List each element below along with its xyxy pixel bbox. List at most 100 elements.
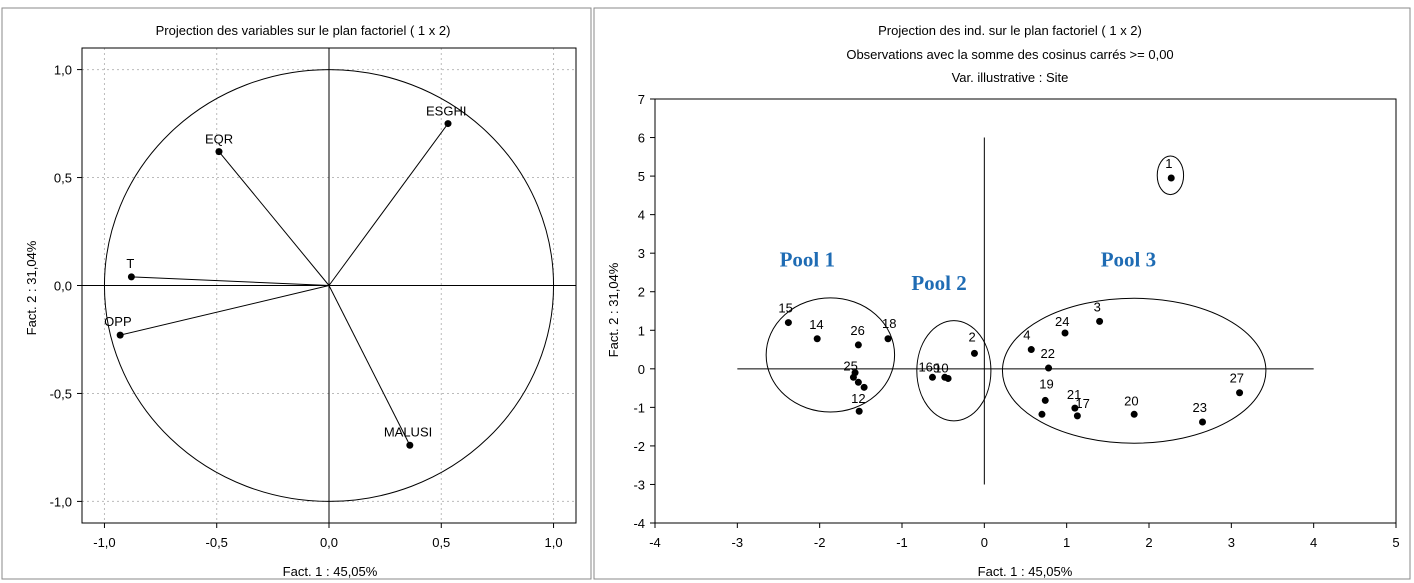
individuals-y-tick-label: -2 <box>633 439 645 454</box>
variables-x-tick-label: -1,0 <box>93 535 115 550</box>
variable-point <box>215 148 223 156</box>
individual-point <box>1096 317 1104 325</box>
variables-chart-title: Projection des variables sur le plan fac… <box>156 23 451 38</box>
individual-label: 18 <box>882 316 896 331</box>
variables-x-tick-label: -0,5 <box>206 535 228 550</box>
individuals-panel-frame <box>593 7 1411 580</box>
individuals-y-tick-label: 3 <box>638 246 645 261</box>
individual-label: 16 <box>918 359 932 374</box>
variable-label: MALUSI <box>384 424 432 439</box>
individual-label: 24 <box>1055 314 1069 329</box>
individual-label: 2 <box>968 329 975 344</box>
variables-y-tick-label: 0,0 <box>54 279 72 294</box>
group-ellipse <box>1156 155 1185 196</box>
individuals-x-tick-label: 1 <box>1063 535 1070 550</box>
individual-label: 9 <box>933 360 940 375</box>
individual-point <box>851 369 859 377</box>
individual-point <box>1045 364 1053 372</box>
individuals-x-tick-label: 0 <box>981 535 988 550</box>
individual-label: 3 <box>1094 299 1101 314</box>
variable-label: OPP <box>104 314 131 329</box>
individuals-x-tick-label: -2 <box>814 535 826 550</box>
variable-label: T <box>126 256 134 271</box>
individuals-x-tick-label: 3 <box>1228 535 1235 550</box>
variable-vector <box>218 151 330 286</box>
individuals-x-tick-label: -1 <box>896 535 908 550</box>
individuals-x-tick-label: 2 <box>1145 535 1152 550</box>
variable-label: EQR <box>205 132 233 147</box>
variables-y-tick-label: -0,5 <box>50 386 72 401</box>
variable-point <box>127 273 135 281</box>
variables-y-tick-label: -1,0 <box>50 494 72 509</box>
variables-x-tick-label: 1,0 <box>545 535 563 550</box>
individual-label: 20 <box>1124 393 1138 408</box>
individual-label: 4 <box>1023 328 1030 343</box>
variables-y-axis-label: Fact. 2 : 31,04% <box>24 240 39 335</box>
pool-label: Pool 3 <box>1101 248 1156 272</box>
individual-point <box>1073 412 1081 420</box>
variable-vector <box>328 285 411 446</box>
individual-label: 10 <box>934 360 948 375</box>
individual-point <box>970 349 978 357</box>
individual-point <box>1130 410 1138 418</box>
individual-point <box>1199 418 1207 426</box>
individual-point <box>1071 404 1079 412</box>
individual-point <box>854 378 862 386</box>
individuals-panel: Projection des ind. sur le plan factorie… <box>593 7 1411 580</box>
individuals-plot-frame <box>654 98 1397 524</box>
variable-vector <box>328 123 449 286</box>
individual-label: 15 <box>778 301 792 316</box>
pool-label: Pool 2 <box>911 271 966 295</box>
individuals-x-tick-label: 5 <box>1392 535 1399 550</box>
variables-x-tick-label: 0,0 <box>320 535 338 550</box>
individuals-y-tick-label: -1 <box>633 400 645 415</box>
variables-panel-frame <box>1 7 592 580</box>
individual-label: 1 <box>1165 156 1172 171</box>
variable-point <box>406 441 414 449</box>
variables-y-tick-label: 1,0 <box>54 63 72 78</box>
variables-y-tick-label: 0,5 <box>54 171 72 186</box>
variable-vector <box>131 276 330 286</box>
individuals-y-tick-label: -3 <box>633 477 645 492</box>
individuals-chart-subtitle2: Var. illustrative : Site <box>952 70 1069 85</box>
variable-point <box>116 331 124 339</box>
variables-plot-area: -1,0 -0,5 0,0 0,5 1,0 1,0 0,5 0,0 -0,5 -1,0 ESGHI E… <box>50 47 577 550</box>
group-ellipse <box>765 297 896 413</box>
individual-point <box>854 341 862 349</box>
individual-point <box>1167 174 1175 182</box>
individuals-chart-title: Projection des ind. sur le plan factorie… <box>878 23 1142 38</box>
group-ellipse <box>1001 297 1267 444</box>
group-ellipse <box>916 320 992 422</box>
individual-point <box>1027 346 1035 354</box>
variable-point <box>444 120 452 128</box>
individual-label: 26 <box>850 323 864 338</box>
individual-label: 22 <box>1041 346 1055 361</box>
individuals-y-tick-label: 6 <box>638 131 645 146</box>
individual-point <box>1061 329 1069 337</box>
individual-point <box>1236 389 1244 397</box>
individual-label: 21 <box>1067 387 1081 402</box>
individuals-y-axis-label: Fact. 2 : 31,04% <box>606 262 621 357</box>
variables-x-tick-label: 0,5 <box>432 535 450 550</box>
individual-label: 12 <box>851 391 865 406</box>
variables-panel: Projection des variables sur le plan fac… <box>1 7 592 580</box>
individual-point <box>928 373 936 381</box>
individuals-x-tick-label: 4 <box>1310 535 1317 550</box>
individual-label: 27 <box>1230 371 1244 386</box>
individual-point <box>860 383 868 391</box>
individual-point <box>784 319 792 327</box>
correlation-circle <box>103 69 555 502</box>
individual-point <box>1041 396 1049 404</box>
individuals-y-tick-label: 4 <box>638 208 645 223</box>
variables-x-axis-label: Fact. 1 : 45,05% <box>283 564 378 579</box>
individuals-y-tick-label: 1 <box>638 323 645 338</box>
individuals-y-tick-label: 7 <box>638 92 645 107</box>
individual-point <box>884 335 892 343</box>
individuals-y-tick-label: 5 <box>638 169 645 184</box>
individuals-y-tick-label: 0 <box>638 362 645 377</box>
individuals-chart-subtitle: Observations avec la somme des cosinus c… <box>846 47 1173 62</box>
individual-label: 23 <box>1193 400 1207 415</box>
individuals-y-tick-label: -4 <box>633 516 645 531</box>
